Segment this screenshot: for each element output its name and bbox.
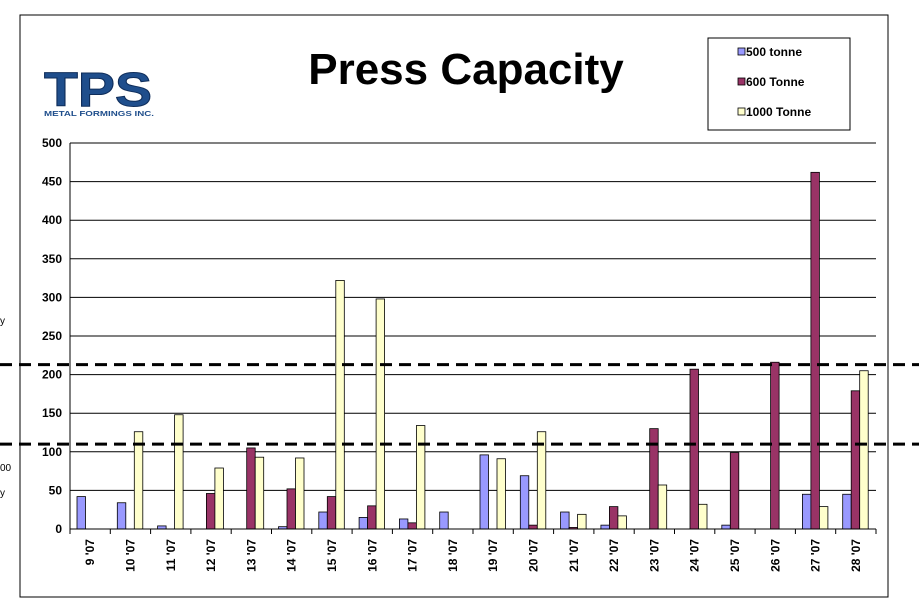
bar-600-tonne [770, 361, 780, 530]
y-tick-labels: 0 50 100 150 200 250 300 350 400 450 500 [42, 136, 62, 536]
bar-600-tonne [367, 505, 377, 530]
tps-logo: TPS METAL FORMINGS INC. [44, 64, 155, 119]
logo-main-text: TPS [44, 64, 152, 117]
x-tick-label: 18 '07 [446, 539, 460, 572]
y-tick-label: 0 [55, 522, 62, 536]
y-tick-label: 450 [42, 175, 62, 189]
bar-500-tonne [479, 454, 489, 530]
bar-600-tonne [407, 522, 417, 530]
x-tick-label: 9 '07 [83, 539, 97, 566]
bar-500-tonne [560, 511, 570, 530]
bar-1000-tonne [415, 425, 426, 530]
axes [69, 143, 877, 534]
y-tick-label: 500 [42, 136, 62, 150]
bar-500-tonne [318, 511, 328, 530]
y-tick-label: 350 [42, 252, 62, 266]
bar-600-tonne [810, 171, 820, 530]
bar-1000-tonne [819, 506, 829, 530]
x-tick-label: 21 '07 [567, 539, 581, 572]
bar-500-tonne [842, 493, 852, 530]
chart-title: Press Capacity [308, 45, 624, 94]
bar-600-tonne [205, 493, 216, 530]
bar-500-tonne [358, 517, 369, 530]
bar-500-tonne [600, 524, 610, 530]
legend-box [707, 37, 851, 131]
x-tick-label: 13 '07 [244, 539, 258, 572]
bar-600-tonne [326, 496, 337, 530]
x-tick-label: 27 '07 [809, 539, 823, 572]
logo-sub-text: METAL FORMINGS INC. [44, 111, 154, 118]
bar-500-tonne [116, 502, 127, 530]
bar-600-tonne [850, 390, 861, 530]
y-tick-label: 300 [42, 290, 62, 304]
bar-500-tonne [519, 475, 530, 530]
x-tick-label: 28 '07 [849, 539, 863, 572]
bar-1000-tonne [254, 456, 265, 530]
x-tick-label: 12 '07 [204, 539, 218, 572]
legend-swatch-1000-tonne [737, 107, 746, 116]
edge-fragment: y [0, 316, 5, 327]
bar-600-tonne [609, 506, 619, 530]
bar-500-tonne [439, 511, 449, 530]
gridlines [70, 142, 876, 491]
bar-1000-tonne [617, 515, 627, 530]
bar-600-tonne [246, 447, 256, 530]
bar-500-tonne [76, 496, 86, 530]
x-tick-label: 10 '07 [123, 539, 137, 572]
y-tick-label: 100 [42, 445, 62, 459]
bar-1000-tonne [133, 431, 144, 530]
y-tick-label: 250 [42, 329, 62, 343]
legend: 500 tonne 600 Tonne 1000 Tonne [707, 37, 851, 131]
bar-1000-tonne [577, 513, 587, 530]
bar-600-tonne [528, 524, 538, 530]
x-tick-label: 19 '07 [486, 539, 500, 572]
bar-1000-tonne [496, 458, 506, 530]
legend-swatch-500-tonne [737, 47, 746, 56]
bar-600-tonne [729, 452, 740, 530]
y-tick-label: 150 [42, 406, 62, 420]
edge-fragment: y [0, 488, 5, 499]
bar-500-tonne [721, 524, 731, 530]
legend-swatch-600-tonne [737, 77, 746, 86]
x-tick-label: 26 '07 [768, 539, 782, 572]
bar-1000-tonne [214, 467, 224, 530]
x-tick-label: 23 '07 [647, 539, 661, 572]
y-tick-label: 50 [49, 483, 63, 497]
legend-label-500-tonne: 500 tonne [746, 45, 802, 59]
bar-1000-tonne [536, 431, 547, 530]
x-tick-label: 11 '07 [164, 539, 178, 572]
y-tick-label: 200 [42, 368, 62, 382]
y-tick-label: 400 [42, 213, 62, 227]
bar-1000-tonne [174, 414, 184, 530]
x-tick-label: 20 '07 [526, 539, 540, 572]
bar-500-tonne [398, 518, 409, 530]
bar-1000-tonne [375, 298, 386, 530]
bar-1000-tonne [295, 457, 305, 530]
bar-1000-tonne [698, 503, 708, 530]
x-tick-label: 17 '07 [406, 539, 420, 572]
x-tick-label: 14 '07 [285, 539, 299, 572]
x-tick-label: 16 '07 [365, 539, 379, 572]
bars [76, 171, 869, 530]
legend-label-1000-tonne: 1000 Tonne [746, 105, 811, 119]
x-tick-label: 15 '07 [325, 539, 339, 572]
x-tick-label: 22 '07 [607, 539, 621, 572]
bar-1000-tonne [657, 484, 668, 530]
bar-1000-tonne [335, 280, 345, 530]
bar-500-tonne [802, 493, 812, 530]
x-tick-label: 24 '07 [688, 539, 702, 572]
legend-label-600-tonne: 600 Tonne [746, 75, 805, 89]
reference-lines [0, 363, 919, 446]
x-tick-labels: 9 '07 10 '07 11 '07 12 '07 13 '07 14 '07 15 '0… [83, 539, 863, 572]
bar-600-tonne [689, 368, 699, 530]
bar-600-tonne [286, 488, 296, 530]
edge-fragment: 00 [0, 463, 12, 474]
x-tick-label: 25 '07 [728, 539, 742, 572]
bar-1000-tonne [859, 370, 869, 530]
